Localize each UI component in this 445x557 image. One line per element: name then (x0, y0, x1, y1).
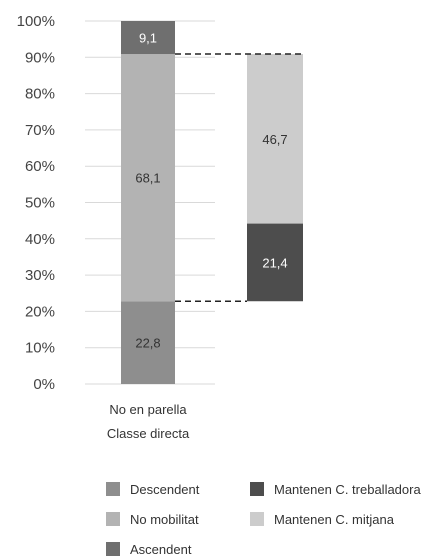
category-label: No en parella (109, 402, 187, 417)
legend-swatch (250, 512, 264, 526)
breakdown-connectors (175, 53, 303, 302)
y-tick-label: 10% (25, 340, 55, 357)
main-bar-value-label: 68,1 (135, 171, 160, 186)
legend-label: Ascendent (130, 542, 192, 557)
y-tick-label: 60% (25, 158, 55, 175)
category-label: Classe directa (107, 426, 190, 441)
legend: Descendent Mantenen C. treballadora No mob… (106, 482, 421, 557)
y-axis-ticks: 0% 10% 20% 30% 40% 50% 60% 70% 80% 90% 100% (17, 13, 55, 393)
legend-swatch (106, 542, 120, 556)
bars: 22,8 68,1 9,1 21,4 46,7 (121, 21, 303, 384)
y-tick-label: 30% (25, 267, 55, 284)
main-bar-value-label: 22,8 (135, 336, 160, 351)
breakdown-bar-segment (247, 223, 303, 302)
legend-swatch (106, 482, 120, 496)
legend-label: Mantenen C. treballadora (274, 482, 421, 497)
legend-label: Mantenen C. mitjana (274, 512, 395, 527)
y-tick-label: 0% (33, 376, 55, 393)
y-tick-label: 20% (25, 303, 55, 320)
main-bar-segment (121, 301, 175, 384)
y-tick-label: 70% (25, 122, 55, 139)
y-tick-label: 100% (17, 13, 55, 30)
y-tick-label: 50% (25, 195, 55, 212)
legend-label: No mobilitat (130, 512, 199, 527)
legend-swatch (250, 482, 264, 496)
y-tick-label: 40% (25, 231, 55, 248)
main-bar-value-label: 9,1 (139, 31, 157, 46)
breakdown-bar-value-label: 21,4 (262, 255, 287, 270)
breakdown-bar-value-label: 46,7 (262, 132, 287, 147)
main-bar-segment (121, 54, 175, 302)
main-bar-segment (121, 21, 175, 55)
breakdown-bar-segment (247, 54, 303, 224)
y-tick-label: 90% (25, 49, 55, 66)
y-tick-label: 80% (25, 86, 55, 103)
legend-swatch (106, 512, 120, 526)
legend-label: Descendent (130, 482, 200, 497)
category-labels: No en parella Classe directa (107, 402, 190, 441)
